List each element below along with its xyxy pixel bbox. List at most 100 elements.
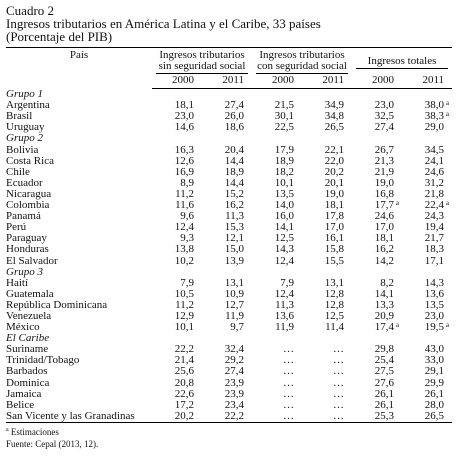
value-cell: 11,9 (225, 309, 244, 322)
value-cell: 20,9 (374, 309, 395, 322)
country: Barbados (6, 365, 48, 378)
value: 38,0 (424, 99, 445, 112)
country: Belice (6, 398, 35, 411)
value-cell: 27,6 (374, 376, 395, 389)
value-cell: 34,8 (324, 110, 345, 123)
note-mark: a (395, 199, 400, 208)
value-cell: 26,1 (374, 398, 395, 411)
value-cell: 34,9 (324, 99, 345, 112)
section-row: El Caribe (6, 333, 452, 344)
country: Honduras (6, 243, 49, 256)
value-cell: 19,4 (424, 221, 445, 234)
year-header: 2000 (352, 74, 403, 90)
value-cell: 22,2 (174, 343, 194, 356)
note-mark: a (445, 99, 450, 108)
data-row: República Dominicana 11,2 12,7 11,3 12,8 13,3… (6, 298, 452, 311)
data-row: Trinidad/Tobago 21,4 29,2 … … 25,4 33,0 (6, 355, 452, 366)
value-cell: 12,5 (274, 232, 294, 245)
value-cell: 15,8 (324, 243, 345, 256)
value-cell: 11,6 (175, 199, 194, 212)
source: Fuente: Cepal (2013, 12). (6, 438, 99, 449)
value-cell: 22,2 (202, 410, 252, 423)
value-cell: 17,0 (324, 221, 345, 234)
value-cell: 23,0 (174, 110, 194, 123)
value-cell: 11,9 (275, 321, 294, 334)
country: Guatemala (6, 287, 54, 300)
value-cell: … (333, 398, 345, 411)
year-header: 2011 (202, 74, 252, 90)
country: Chile (6, 165, 30, 178)
value-cell: 14,6 (174, 121, 194, 134)
value-cell: … (333, 376, 345, 389)
value-cell: 16,1 (324, 232, 345, 245)
value-cell: 26,1 (374, 387, 395, 400)
value-cell: 18,2 (274, 165, 294, 178)
value-cell: 10,9 (224, 287, 244, 300)
value-cell: 18,9 (274, 154, 294, 167)
data-row: Guatemala 10,5 10,9 12,4 12,8 14,1 13,6 (6, 287, 452, 300)
value-cell: 13,5 (274, 187, 294, 200)
value-cell: … (283, 376, 294, 389)
value-cell: … (252, 410, 302, 423)
value-cell: 20,8 (174, 376, 194, 389)
country: Perú (6, 221, 27, 234)
value-cell: 12,8 (324, 287, 345, 300)
value-cell: 25,3 (352, 410, 403, 423)
data-row: Belice 17,2 23,4 … … 26,1 28,0 (6, 398, 452, 411)
value-cell: 7,9 (280, 276, 294, 289)
value-cell: 21,9 (374, 165, 395, 178)
value-cell: 12,6 (174, 154, 194, 167)
value-cell: 23,4 (224, 398, 244, 411)
value-cell: … (333, 354, 345, 367)
country: El Salvador (6, 254, 58, 267)
value-cell: 32,5 (374, 110, 395, 123)
value-cell: 21,3 (374, 154, 395, 167)
value-cell: 9,3 (180, 232, 194, 245)
value-cell: 21,5 (274, 99, 294, 112)
value-cell: 18,3 (424, 243, 445, 256)
value-cell: 24,6 (374, 210, 395, 223)
value-cell: 16,9 (174, 165, 194, 178)
data-row: Honduras 13,8 15,0 14,3 15,8 16,2 18,3 (6, 244, 452, 255)
value-cell: 22,4 a (402, 199, 452, 211)
value-cell: 18,1 (174, 99, 194, 112)
data-row: Barbados 25,6 27,4 … … 27,5 29,1 (6, 366, 452, 377)
value-cell: 13,8 (174, 243, 194, 256)
section-row: Grupo 1 (6, 89, 452, 101)
value-cell: 34,5 (424, 143, 445, 156)
value-cell: 23,0 (374, 99, 395, 112)
value-cell: 25,4 (374, 354, 395, 367)
value-cell: 13,1 (224, 276, 244, 289)
data-row: Jamaica 22,6 23,9 … … 26,1 26,1 (6, 387, 452, 400)
value-cell: 27,4 (374, 121, 395, 134)
value-cell: 14,4 (224, 176, 244, 189)
value-cell: 20,4 (224, 143, 244, 156)
value-cell: 21,4 (174, 354, 194, 367)
value-cell: 13,6 (274, 309, 294, 322)
value-cell: 12,4 (274, 287, 294, 300)
value-cell: 20,2 (324, 165, 345, 178)
value-cell: 8,9 (180, 176, 194, 189)
country: Costa Rica (6, 154, 54, 167)
year-header: 2000 (252, 74, 302, 90)
value-cell: 7,9 (180, 276, 194, 289)
value-cell: 23,9 (224, 387, 244, 400)
value-cell: 19,0 (324, 187, 345, 200)
value-cell: 14,1 (274, 221, 294, 234)
value-cell: 13,5 (424, 298, 445, 311)
value-cell: 9,6 (180, 210, 194, 223)
value-cell: 19,0 (374, 176, 395, 189)
country: Bolivia (6, 143, 39, 156)
year-header: 2000 (152, 74, 202, 90)
value-cell: 16,2 (374, 243, 395, 256)
country: Paraguay (6, 232, 47, 245)
data-row: Panamá 9,6 11,3 16,0 17,8 24,6 24,3 (6, 211, 452, 222)
value-cell: 13,3 (374, 298, 395, 311)
value-cell: 14,0 (274, 199, 294, 212)
country: Ecuador (6, 176, 43, 189)
value-cell: 12,4 (174, 221, 194, 234)
data-row: El Salvador 10,2 13,9 12,4 15,5 14,2 17,1 (6, 254, 452, 267)
country: Brasil (6, 110, 33, 123)
value-cell: 18,6 (224, 121, 244, 134)
country: Uruguay (6, 121, 45, 134)
